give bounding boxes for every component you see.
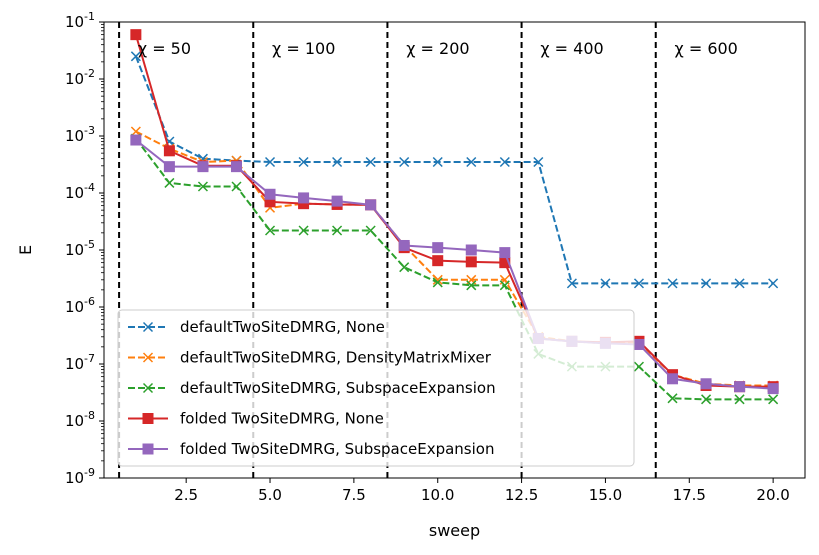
x-tick-label: 7.5 — [342, 486, 366, 504]
data-point — [365, 156, 376, 168]
chi-label: χ = 100 — [272, 39, 335, 58]
data-point — [767, 383, 779, 395]
series-line — [135, 139, 774, 390]
data-point — [332, 225, 343, 236]
data-point — [163, 161, 175, 173]
legend-label: defaultTwoSiteDMRG, DensityMatrixMixer — [180, 349, 492, 367]
data-point — [734, 381, 746, 393]
data-point — [197, 161, 209, 173]
data-point — [142, 321, 154, 333]
data-point — [432, 274, 443, 285]
chi-annotations: χ = 50 χ = 100 χ = 200 χ = 400 χ = 600 — [138, 39, 738, 58]
data-point — [633, 361, 645, 372]
legend-box — [117, 309, 635, 467]
chi-label: χ = 50 — [138, 39, 191, 58]
data-point — [432, 156, 443, 168]
data-point — [499, 280, 510, 291]
series-line — [135, 138, 774, 401]
legend-label: defaultTwoSiteDMRG, None — [180, 318, 385, 336]
x-axis-label: sweep — [429, 521, 480, 540]
legend-item: defaultTwoSiteDMRG, SubspaceExpansion — [128, 379, 496, 397]
data-point — [465, 244, 477, 256]
data-point — [365, 225, 376, 236]
x-axis: 2.5 5.0 7.5 10.0 12.5 15.0 17.5 20.0 — [174, 478, 790, 504]
data-point — [264, 156, 276, 168]
data-point — [700, 378, 712, 390]
x-tick-label: 2.5 — [174, 486, 198, 504]
data-point — [667, 278, 678, 289]
data-point — [298, 192, 310, 204]
chi-label: χ = 400 — [540, 39, 603, 58]
data-point — [197, 181, 208, 192]
legend: defaultTwoSiteDMRG, None defaultTwoSiteDM… — [117, 309, 635, 467]
legend-label: folded TwoSiteDMRG, SubspaceExpansion — [180, 440, 494, 458]
data-point — [231, 181, 242, 192]
x-tick-label: 12.5 — [505, 486, 538, 504]
data-point — [633, 278, 645, 289]
data-point — [533, 156, 544, 168]
data-point — [130, 134, 142, 146]
data-point — [399, 262, 410, 273]
data-point — [332, 156, 343, 168]
data-point — [264, 225, 276, 236]
data-point — [768, 278, 779, 289]
legend-item: defaultTwoSiteDMRG, DensityMatrixMixer — [128, 349, 492, 367]
data-point — [298, 156, 309, 168]
x-tick-label: 20.0 — [756, 486, 789, 504]
data-point — [298, 225, 309, 236]
data-point — [130, 51, 141, 62]
data-point — [432, 255, 444, 267]
x-tick-label: 15.0 — [589, 486, 622, 504]
data-point — [633, 338, 645, 350]
data-point — [600, 278, 611, 289]
series-2 — [130, 133, 779, 405]
series-line — [135, 130, 774, 387]
data-point — [465, 256, 477, 268]
data-point — [142, 382, 154, 394]
data-point — [667, 393, 678, 404]
x-tick-label: 17.5 — [673, 486, 706, 504]
data-point — [331, 195, 343, 207]
legend-item: folded TwoSiteDMRG, None — [128, 410, 384, 428]
data-point — [164, 177, 175, 188]
data-point — [768, 394, 779, 405]
legend-label: folded TwoSiteDMRG, None — [180, 410, 384, 428]
data-point — [163, 145, 175, 157]
x-tick-label: 10.0 — [421, 486, 454, 504]
y-axis-label: E — [16, 245, 35, 255]
data-point — [667, 373, 679, 385]
data-point — [264, 188, 276, 200]
data-point — [734, 394, 745, 405]
data-point — [466, 156, 477, 168]
x-tick-label: 5.0 — [258, 486, 282, 504]
data-point — [230, 161, 242, 173]
data-point — [142, 413, 154, 424]
legend-label: defaultTwoSiteDMRG, SubspaceExpansion — [180, 379, 496, 397]
data-point — [142, 352, 154, 363]
chi-label: χ = 600 — [675, 39, 738, 58]
data-point — [142, 443, 154, 455]
legend-item: folded TwoSiteDMRG, SubspaceExpansion — [128, 440, 494, 458]
data-point — [398, 239, 410, 251]
data-point — [130, 29, 142, 41]
data-point — [365, 199, 377, 211]
chi-label: χ = 200 — [406, 39, 469, 58]
data-point — [734, 278, 745, 289]
data-point — [399, 156, 410, 168]
data-point — [499, 247, 511, 259]
data-point — [566, 278, 577, 289]
data-point — [499, 156, 510, 168]
data-point — [432, 277, 443, 288]
data-point — [432, 242, 444, 254]
series-line — [134, 55, 774, 285]
data-point — [130, 126, 141, 137]
legend-item: defaultTwoSiteDMRG, None — [128, 318, 385, 336]
data-point — [466, 280, 477, 291]
data-point — [701, 278, 712, 289]
data-point — [701, 394, 712, 405]
